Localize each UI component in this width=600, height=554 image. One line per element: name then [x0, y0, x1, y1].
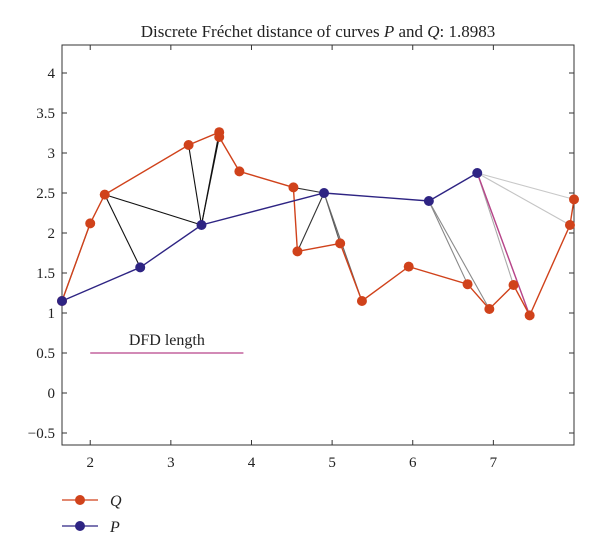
data-point-q: [335, 238, 346, 249]
y-tick-label: 3.5: [36, 106, 55, 122]
coupling-line: [428, 200, 490, 310]
coupling-line: [477, 172, 575, 200]
x-tick-label: 5: [328, 455, 336, 471]
data-point-q: [484, 304, 495, 314]
y-tick-label: 2: [48, 226, 56, 242]
data-point-q: [183, 140, 194, 150]
coupling-line: [296, 192, 325, 252]
coupling-line: [104, 194, 141, 268]
data-point-q: [564, 220, 575, 230]
data-point-q: [356, 296, 367, 306]
data-point-q: [524, 310, 535, 321]
plot-area-frame: [61, 44, 575, 446]
x-tick-label: 4: [248, 455, 256, 471]
dfd-length-label: DFD length: [129, 332, 205, 349]
data-point-q: [569, 194, 579, 205]
x-tick-label: 7: [490, 455, 498, 471]
chart-title: Discrete Fréchet distance of curves P an…: [141, 22, 496, 41]
y-tick-label: 3: [48, 146, 56, 162]
coupling-lines: [61, 132, 575, 316]
x-tick-label: 3: [167, 455, 175, 471]
data-point-q: [99, 189, 110, 200]
legend-p-marker: [75, 521, 85, 531]
x-axis: 2 3 4 5 6 7: [86, 45, 498, 471]
series-line-p: [61, 172, 478, 302]
legend-p-label: P: [109, 519, 120, 536]
data-point-p: [57, 296, 67, 306]
y-tick-label: 2.5: [36, 186, 55, 202]
coupling-line: [293, 186, 325, 194]
data-point-p: [196, 220, 207, 230]
legend-q-label: Q: [110, 493, 122, 510]
data-point-q: [214, 132, 225, 142]
data-point-q: [403, 261, 414, 272]
x-tick-label: 6: [409, 455, 417, 471]
y-tick-label: 1: [48, 306, 56, 322]
data-point-q: [462, 279, 473, 290]
y-tick-label: 4: [48, 66, 56, 82]
coupling-line: [104, 194, 202, 226]
data-point-q: [85, 218, 96, 229]
data-point-p: [423, 196, 434, 206]
data-point-q: [288, 182, 299, 193]
y-tick-label: −0.5: [28, 426, 55, 442]
data-point-p: [135, 262, 146, 273]
series-lines: [61, 131, 575, 317]
y-axis: −0.5 0 0.5 1 1.5 2 2.5 3 3.5 4: [28, 66, 574, 442]
dfd-annotation: DFD length: [90, 332, 244, 354]
coupling-line: [200, 136, 220, 226]
data-point-p: [319, 188, 330, 198]
data-point-p: [472, 168, 483, 178]
coupling-line: [476, 172, 515, 286]
x-tick-label: 2: [86, 455, 94, 471]
y-tick-label: 0: [48, 386, 56, 402]
series-line-q: [61, 131, 575, 317]
coupling-line: [428, 200, 469, 285]
dfd-coupling-line: [476, 172, 531, 316]
coupling-line: [188, 144, 203, 226]
legend-q-marker: [75, 495, 85, 505]
y-tick-label: 0.5: [36, 346, 55, 362]
coupling-line: [476, 172, 571, 226]
data-point-q: [234, 166, 245, 177]
legend: Q P: [62, 493, 122, 536]
data-point-q: [508, 280, 519, 290]
y-tick-label: 1.5: [36, 266, 55, 282]
series-markers: [57, 127, 579, 321]
data-point-q: [292, 246, 303, 257]
